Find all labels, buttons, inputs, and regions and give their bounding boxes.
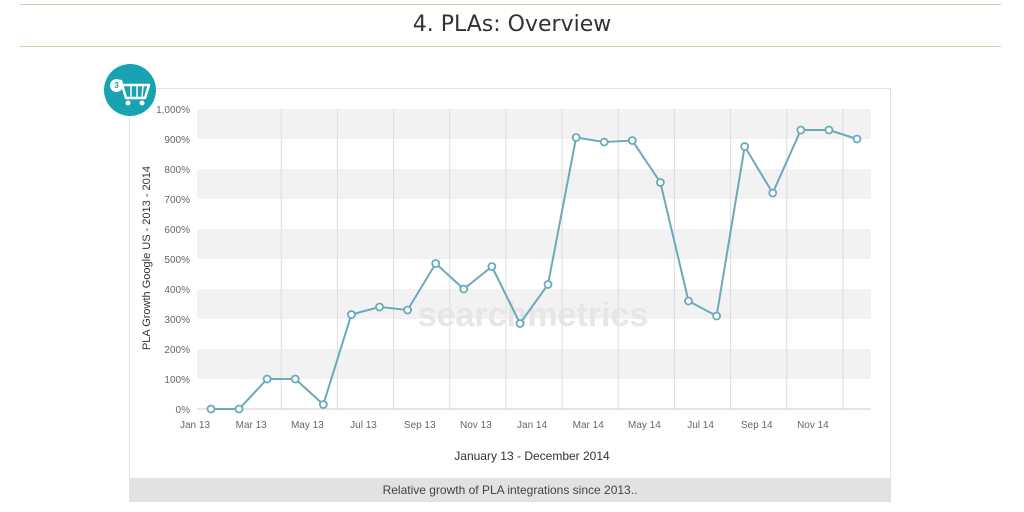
vertical-gridlines bbox=[280, 109, 844, 409]
x-tick-label: Sep 13 bbox=[404, 420, 436, 431]
data-point[interactable] bbox=[740, 142, 750, 151]
x-tick-label: Nov 13 bbox=[460, 420, 492, 431]
data-point[interactable] bbox=[543, 280, 553, 289]
data-point[interactable] bbox=[684, 296, 693, 306]
data-point[interactable] bbox=[852, 134, 862, 144]
y-tick-label: 800% bbox=[164, 165, 190, 176]
cart-badge: 3 bbox=[110, 79, 123, 92]
data-point[interactable] bbox=[487, 262, 497, 271]
shopping-cart-icon: 3 bbox=[104, 64, 156, 116]
y-tick-label: 0% bbox=[176, 405, 191, 416]
data-point[interactable] bbox=[234, 404, 244, 414]
data-point[interactable] bbox=[206, 404, 216, 414]
x-tick-label: May 13 bbox=[291, 420, 324, 431]
data-point[interactable] bbox=[515, 319, 525, 328]
y-axis-label: PLA Growth Google US - 2013 - 2014 bbox=[141, 166, 153, 350]
chart-caption: Relative growth of PLA integrations sinc… bbox=[129, 478, 891, 502]
data-point[interactable] bbox=[459, 284, 469, 294]
data-point[interactable] bbox=[403, 305, 413, 315]
x-tick-label: Mar 14 bbox=[573, 420, 605, 431]
data-point[interactable] bbox=[824, 125, 834, 135]
grid-band bbox=[197, 379, 871, 409]
grid-band bbox=[197, 139, 871, 169]
data-point[interactable] bbox=[655, 178, 665, 187]
data-point[interactable] bbox=[318, 400, 328, 409]
data-point[interactable] bbox=[262, 374, 272, 384]
x-axis-label: January 13 - December 2014 bbox=[454, 449, 610, 463]
x-tick-label: Jan 13 bbox=[180, 420, 210, 431]
grid-band bbox=[197, 229, 871, 259]
series-points bbox=[206, 125, 862, 414]
data-point[interactable] bbox=[571, 133, 581, 142]
data-point[interactable] bbox=[796, 125, 806, 135]
y-tick-label: 600% bbox=[164, 225, 190, 236]
data-point[interactable] bbox=[627, 136, 637, 145]
x-tick-label: Nov 14 bbox=[797, 420, 829, 431]
x-axis-ticks: Jan 13 Mar 13 May 13 Jul 13 Sep 13 Nov 13 Jan … bbox=[180, 420, 829, 431]
data-point[interactable] bbox=[431, 259, 441, 268]
grid-band bbox=[197, 259, 871, 289]
y-tick-label: 400% bbox=[164, 285, 190, 296]
grid-band bbox=[197, 199, 871, 229]
data-point[interactable] bbox=[599, 137, 609, 147]
data-point[interactable] bbox=[712, 311, 721, 321]
x-tick-label: May 14 bbox=[628, 420, 661, 431]
y-tick-label: 500% bbox=[164, 255, 190, 266]
y-tick-label: 200% bbox=[164, 345, 190, 356]
data-point[interactable] bbox=[290, 374, 300, 384]
series-line bbox=[211, 129, 858, 410]
x-tick-label: Mar 13 bbox=[236, 420, 268, 431]
x-tick-label: Sep 14 bbox=[741, 420, 773, 431]
grid-band bbox=[197, 349, 871, 379]
page-title: 4. PLAs: Overview bbox=[412, 12, 612, 37]
title-rule-top bbox=[20, 4, 1001, 5]
grid-bands bbox=[197, 109, 871, 409]
data-point[interactable] bbox=[375, 302, 384, 312]
x-tick-label: Jul 13 bbox=[350, 420, 377, 431]
grid-band bbox=[197, 109, 871, 139]
data-point[interactable] bbox=[347, 310, 356, 319]
watermark: searchmetrics bbox=[418, 296, 649, 334]
grid-band bbox=[197, 169, 871, 199]
y-tick-label: 700% bbox=[164, 195, 190, 206]
grid-band bbox=[197, 319, 871, 349]
x-tick-label: Jan 14 bbox=[517, 420, 547, 431]
data-point[interactable] bbox=[768, 188, 778, 198]
y-tick-label: 900% bbox=[164, 135, 190, 146]
y-tick-label: 300% bbox=[164, 315, 190, 326]
title-rule-bottom bbox=[20, 46, 1001, 47]
x-tick-label: Jul 14 bbox=[687, 420, 714, 431]
y-axis-ticks: 0% 100% 200% 300% 400% 500% 600% 700% 800% 900% 1,… bbox=[156, 105, 190, 416]
y-tick-label: 100% bbox=[164, 375, 190, 386]
y-tick-label: 1,000% bbox=[156, 105, 190, 116]
